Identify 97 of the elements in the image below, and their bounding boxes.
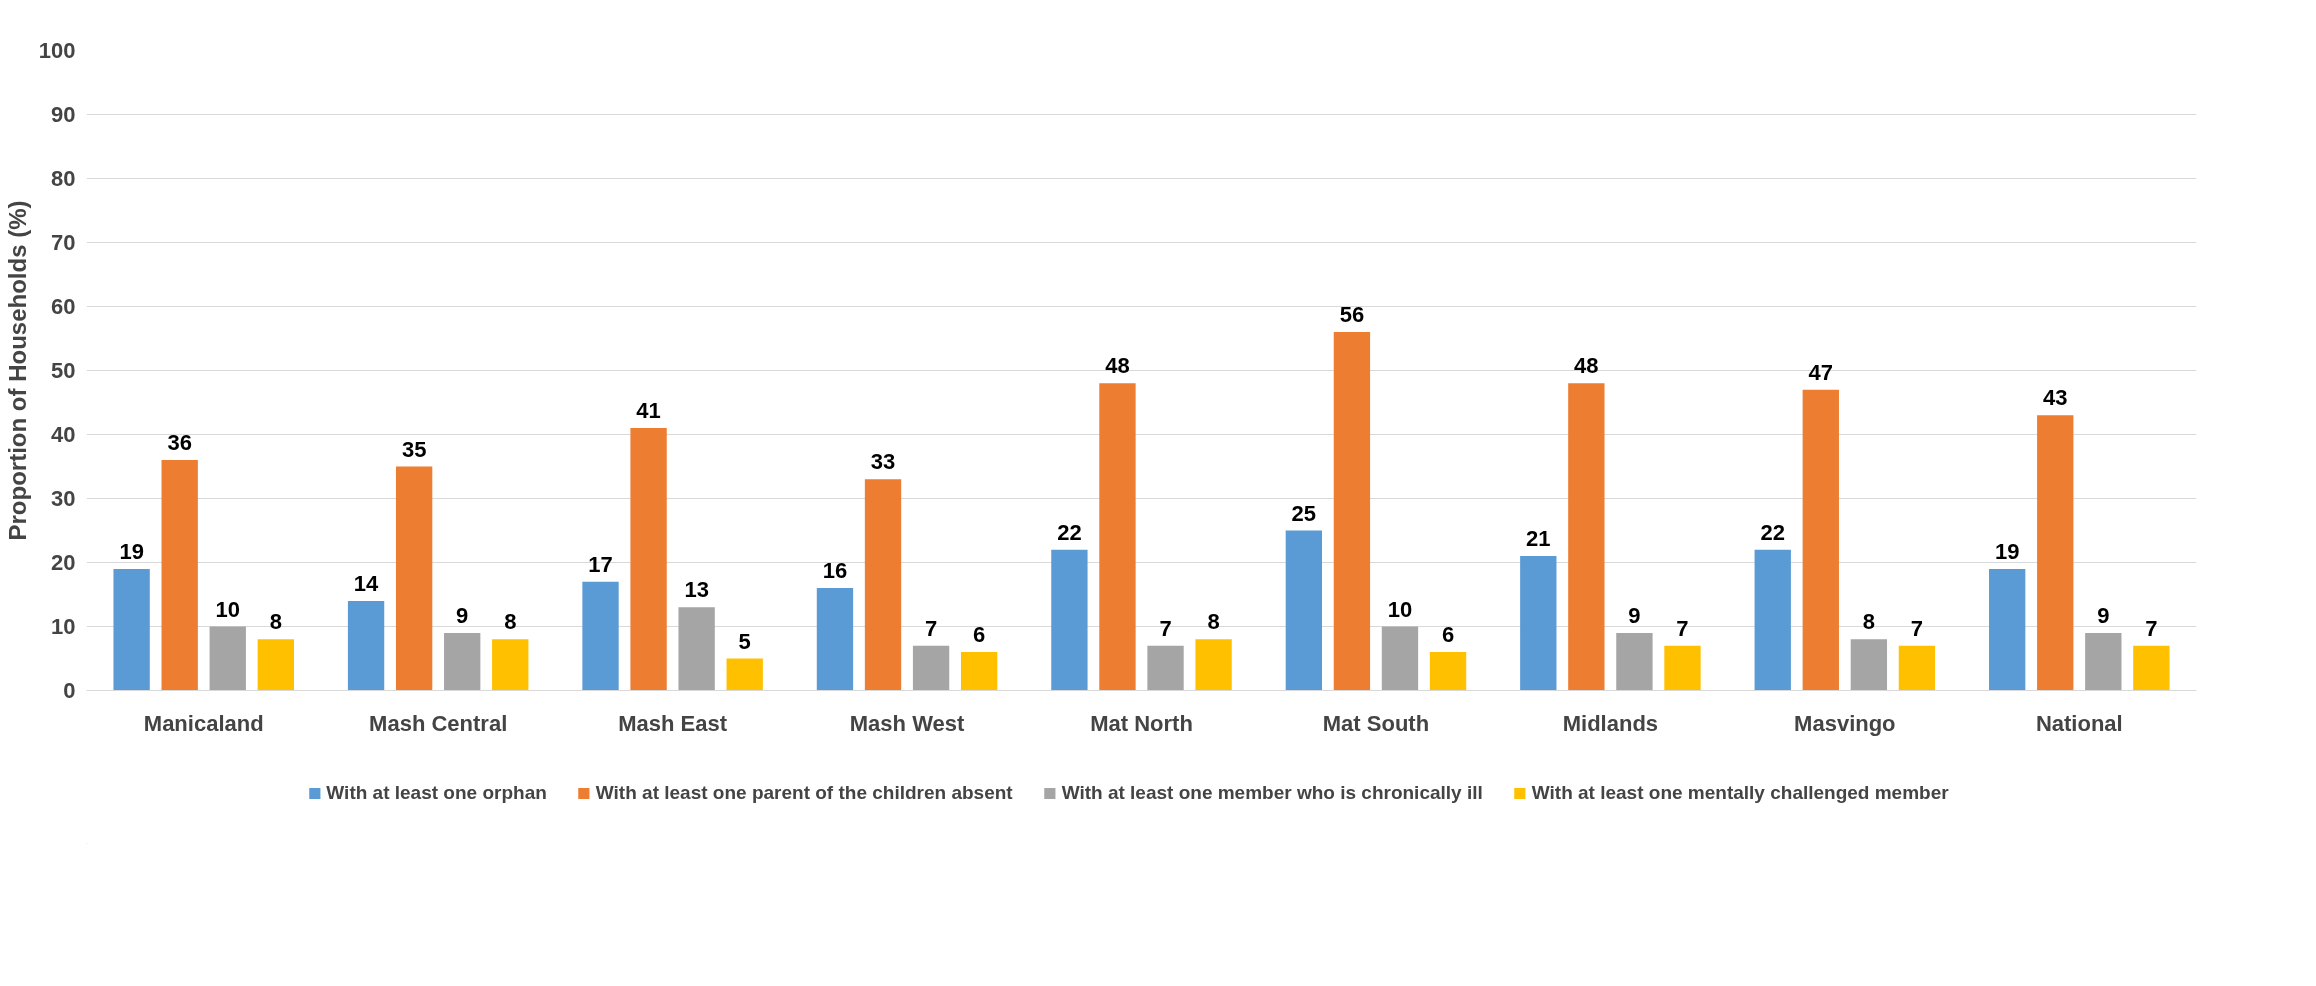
data-label: 7 [2145,615,2158,641]
bar [113,568,150,691]
data-label: 47 [1808,359,1834,385]
data-label: 19 [1994,538,2020,564]
bar [1898,645,1936,691]
bar [1520,556,1557,691]
bar [257,639,294,691]
data-label: 6 [1441,622,1455,648]
bar [161,460,198,691]
data-label: 17 [588,551,613,577]
data-label: 35 [401,436,427,462]
data-label: 36 [167,430,192,456]
x-tick-label: Masvingo [1794,710,1896,736]
data-label: 22 [1057,519,1082,545]
bar [816,588,854,691]
data-label: 22 [1760,519,1785,545]
bar [347,600,385,691]
x-tick-label: Mash East [618,710,728,736]
y-tick-label: 100 [38,38,76,63]
y-tick-label: 50 [51,358,76,383]
data-label: 13 [684,577,709,603]
bar [726,658,763,691]
bar [1333,332,1371,691]
data-label: 9 [2097,602,2110,628]
data-label: 5 [738,628,751,654]
bar [864,479,902,691]
y-tick-label: 80 [51,166,76,191]
bar [1285,530,1323,691]
data-label: 8 [269,609,282,635]
x-tick-label: Mat South [1322,710,1430,736]
bar [1802,389,1839,691]
bar [1147,645,1184,691]
y-tick-label: 30 [51,486,76,511]
data-label: 21 [1526,526,1551,552]
data-label: 7 [1910,615,1924,641]
data-label: 9 [1628,602,1641,628]
bar [678,607,715,691]
legend-label: With at least one mentally challenged member [1531,782,1949,804]
bar [209,626,246,691]
data-label: 8 [504,609,517,635]
bar [912,645,950,691]
bar [960,652,998,691]
data-label: 48 [1574,353,1599,379]
y-tick-label: 0 [63,678,76,703]
x-tick-label: Mat North [1090,710,1193,736]
x-tick-label: National [2035,710,2123,736]
x-tick-label: Mash Central [369,710,508,736]
bar [1850,639,1888,691]
data-label: 7 [924,615,938,641]
data-label: 33 [870,449,896,475]
bar [1664,645,1701,691]
data-label: 8 [1862,609,1875,635]
y-axis-title: Proportion of Households (%) [3,200,31,541]
data-label: 19 [119,538,144,564]
data-label: 56 [1339,302,1365,328]
legend-label: With at least one member who is chronically ill [1061,782,1483,804]
data-label: 16 [822,558,848,584]
data-label: 25 [1291,500,1317,526]
data-label: 10 [1387,596,1413,622]
data-label: 41 [636,398,661,424]
data-label: 6 [973,622,986,648]
bar [1429,652,1467,691]
y-tick-label: 70 [51,230,76,255]
data-label: 8 [1207,609,1220,635]
bar [2085,632,2122,691]
bar [1568,383,1605,691]
bar [630,428,667,691]
bar [1381,626,1419,691]
data-label: 9 [456,602,469,628]
bar [2037,415,2074,691]
bar [1195,639,1232,691]
bar [1754,549,1791,691]
bar [444,632,481,691]
x-tick-label: Manicaland [143,710,264,736]
data-label: 14 [353,570,380,596]
y-tick-label: 90 [51,102,76,127]
bar [2133,645,2170,691]
legend-label: With at least one parent of the children absent [595,782,1013,804]
data-label: 7 [1676,615,1689,641]
bar [1051,549,1088,691]
data-label: 43 [2043,385,2068,411]
y-tick-label: 10 [51,614,76,639]
data-label: 7 [1159,615,1172,641]
y-tick-label: 40 [51,422,76,447]
bar [582,581,619,691]
bar [492,639,529,691]
bar [1989,568,2026,691]
bar [395,466,433,691]
x-tick-label: Midlands [1562,710,1659,736]
x-tick-label: Mash West [849,710,965,736]
legend-label: With at least one orphan [326,782,547,804]
data-label: 48 [1105,353,1130,379]
bar [1099,383,1136,691]
y-tick-label: 60 [51,294,76,319]
y-tick-label: 20 [51,550,76,575]
bar [1616,632,1653,691]
data-label: 10 [215,596,240,622]
